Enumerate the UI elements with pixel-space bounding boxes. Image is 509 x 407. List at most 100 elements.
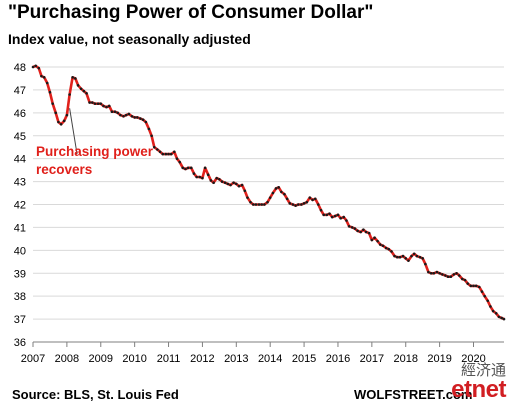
data-point bbox=[390, 250, 393, 253]
data-point bbox=[141, 118, 145, 122]
data-point bbox=[421, 257, 424, 260]
y-tick-label: 37 bbox=[14, 314, 26, 326]
data-point bbox=[500, 316, 503, 320]
data-point bbox=[336, 213, 340, 217]
data-point bbox=[130, 114, 134, 118]
x-tick-label: 2020 bbox=[461, 353, 485, 365]
data-point bbox=[480, 290, 484, 293]
data-point bbox=[367, 231, 371, 235]
x-tick-label: 2011 bbox=[157, 353, 181, 365]
data-point bbox=[93, 102, 97, 105]
data-point bbox=[362, 228, 365, 232]
data-point bbox=[427, 270, 430, 274]
data-point bbox=[466, 282, 470, 285]
data-point bbox=[42, 76, 46, 79]
data-point bbox=[257, 203, 261, 206]
watermark-cjk-text: 經济通 bbox=[460, 361, 506, 379]
data-point bbox=[474, 284, 478, 288]
chart-title: "Purchasing Power of Consumer Dollar" bbox=[8, 2, 374, 23]
data-point bbox=[119, 113, 122, 117]
data-point bbox=[37, 66, 41, 70]
data-point bbox=[328, 212, 331, 215]
data-point bbox=[379, 243, 382, 246]
data-point bbox=[251, 203, 255, 206]
data-point bbox=[31, 65, 35, 69]
data-point bbox=[477, 285, 481, 289]
watermark-logo: etnet bbox=[451, 376, 506, 403]
data-point bbox=[249, 200, 252, 204]
data-point bbox=[62, 119, 66, 123]
data-point bbox=[153, 145, 156, 149]
x-tick-label: 2007 bbox=[21, 353, 45, 365]
data-point bbox=[243, 189, 247, 193]
data-point bbox=[305, 200, 309, 204]
data-point bbox=[209, 179, 213, 182]
data-point bbox=[85, 92, 88, 95]
data-point bbox=[393, 254, 396, 258]
data-point bbox=[395, 255, 399, 259]
x-tick-label: 2015 bbox=[292, 353, 316, 365]
data-point bbox=[71, 76, 74, 79]
data-point bbox=[158, 150, 162, 154]
data-point bbox=[161, 152, 165, 156]
data-point bbox=[457, 274, 461, 277]
data-point bbox=[195, 175, 198, 179]
data-point bbox=[260, 203, 264, 206]
data-point bbox=[404, 257, 408, 260]
data-point bbox=[277, 186, 280, 189]
data-point bbox=[311, 198, 314, 202]
data-point bbox=[76, 84, 80, 87]
data-point bbox=[201, 176, 204, 180]
data-point bbox=[186, 166, 190, 170]
y-tick-label: 45 bbox=[14, 131, 26, 143]
source-note: Source: BLS, St. Louis Fed bbox=[12, 387, 179, 402]
x-tick-label: 2017 bbox=[360, 353, 384, 365]
data-point bbox=[215, 176, 218, 180]
data-point bbox=[82, 89, 86, 93]
data-point bbox=[203, 166, 207, 170]
y-tick-label: 39 bbox=[14, 268, 26, 280]
y-tick-label: 47 bbox=[14, 85, 26, 97]
chart-subtitle: Index value, not seasonally adjusted bbox=[8, 31, 251, 47]
x-tick-label: 2008 bbox=[55, 353, 79, 365]
y-tick-label: 44 bbox=[14, 154, 26, 166]
data-point bbox=[268, 196, 272, 199]
data-point bbox=[486, 299, 490, 303]
y-tick-label: 46 bbox=[14, 108, 26, 120]
data-point bbox=[34, 64, 38, 68]
data-point bbox=[192, 172, 196, 175]
data-point bbox=[333, 214, 337, 218]
data-point bbox=[122, 114, 125, 118]
data-point bbox=[300, 203, 303, 206]
data-point bbox=[147, 127, 151, 131]
data-point bbox=[452, 273, 456, 276]
data-point bbox=[325, 213, 329, 217]
data-point bbox=[220, 180, 224, 183]
data-point bbox=[472, 284, 475, 288]
x-tick-label: 2009 bbox=[89, 353, 113, 365]
data-point bbox=[288, 202, 292, 205]
data-point bbox=[424, 262, 427, 266]
data-point bbox=[489, 305, 492, 308]
data-point bbox=[184, 167, 187, 171]
data-point bbox=[497, 315, 501, 319]
data-point bbox=[294, 204, 297, 207]
data-point bbox=[398, 255, 402, 259]
data-point bbox=[59, 122, 63, 126]
data-point bbox=[74, 77, 77, 80]
y-tick-label: 36 bbox=[14, 337, 26, 349]
data-point bbox=[415, 254, 419, 258]
data-point bbox=[175, 157, 179, 160]
data-point bbox=[133, 116, 136, 119]
data-point bbox=[144, 120, 148, 124]
y-tick-label: 38 bbox=[14, 291, 26, 303]
data-point bbox=[107, 104, 111, 108]
data-point bbox=[356, 229, 359, 233]
data-point bbox=[88, 101, 91, 104]
data-point bbox=[156, 148, 159, 151]
y-tick-label: 42 bbox=[14, 200, 26, 212]
data-point bbox=[317, 203, 320, 206]
credit-label: WOLFSTREET.com bbox=[354, 387, 473, 402]
data-point bbox=[254, 203, 258, 206]
data-point bbox=[271, 191, 275, 195]
